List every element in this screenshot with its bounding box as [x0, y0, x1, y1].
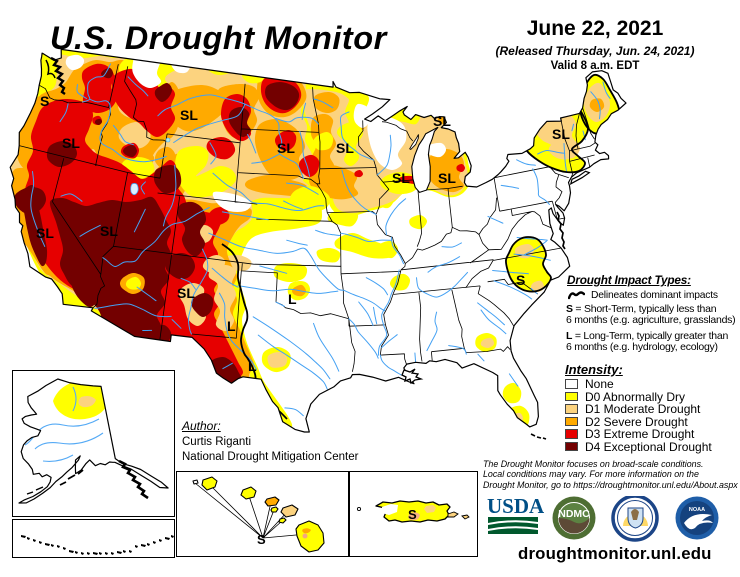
svg-text:SL: SL [336, 140, 354, 156]
svg-text:USDA: USDA [487, 496, 545, 518]
svg-text:SL: SL [177, 285, 195, 301]
svg-text:SL: SL [277, 140, 295, 156]
svg-text:SL: SL [438, 170, 456, 186]
svg-text:SL: SL [36, 225, 54, 241]
svg-text:S: S [408, 507, 417, 522]
svg-text:SL: SL [392, 170, 410, 186]
svg-text:S: S [40, 93, 49, 109]
svg-text:SL: SL [433, 113, 451, 129]
svg-text:S: S [257, 532, 266, 547]
svg-text:SL: SL [552, 126, 570, 142]
svg-text:L: L [227, 318, 236, 334]
svg-text:SL: SL [180, 107, 198, 123]
svg-text:L: L [288, 291, 297, 307]
svg-text:SL: SL [62, 135, 80, 151]
svg-text:S: S [516, 272, 525, 288]
svg-text:SL: SL [100, 223, 118, 239]
svg-text:NOAA: NOAA [689, 507, 705, 513]
svg-text:NDMC: NDMC [558, 508, 590, 520]
svg-text:L: L [248, 358, 257, 374]
